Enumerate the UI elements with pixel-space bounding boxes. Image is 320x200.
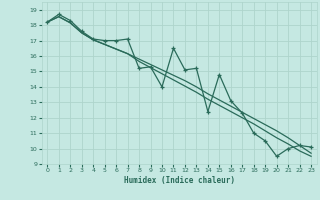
X-axis label: Humidex (Indice chaleur): Humidex (Indice chaleur) [124, 176, 235, 185]
